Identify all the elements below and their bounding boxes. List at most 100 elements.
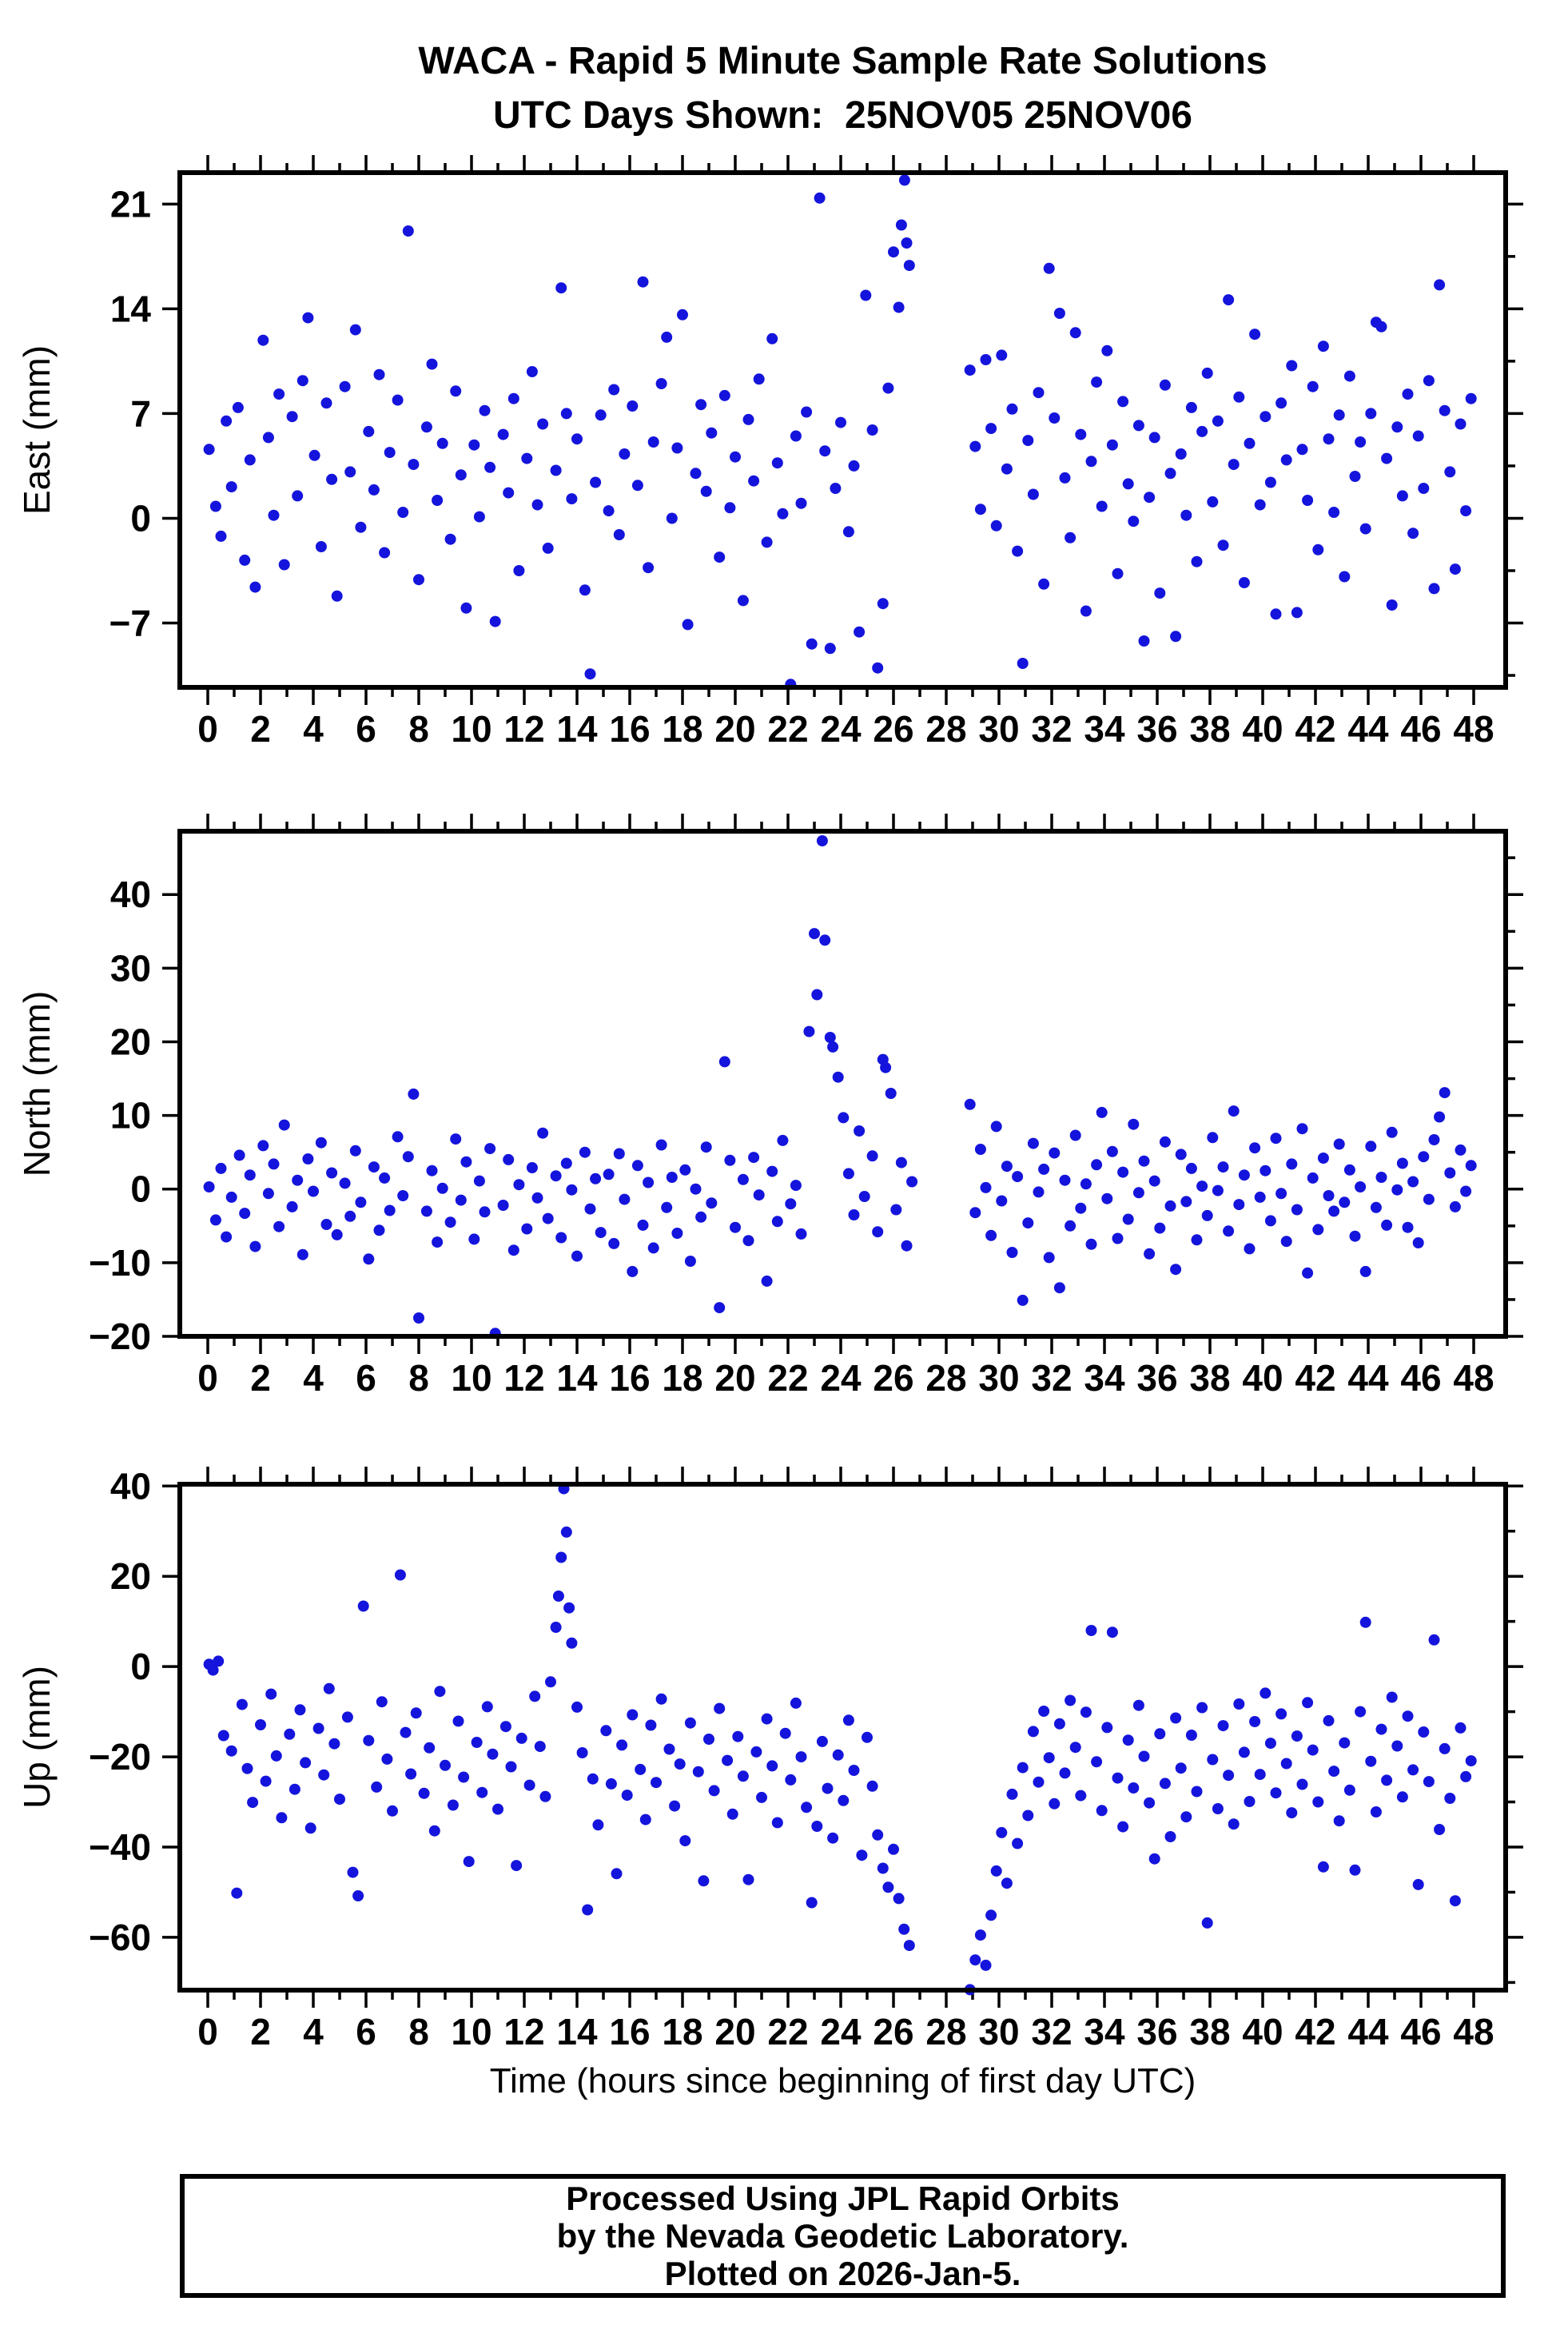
- up-data-point: [822, 1782, 834, 1794]
- north-data-point: [1307, 1172, 1319, 1184]
- east-data-point: [262, 432, 274, 444]
- east-data-point: [1217, 539, 1229, 551]
- east-data-point: [426, 358, 438, 370]
- north-data-point: [244, 1169, 256, 1181]
- north-data-point: [413, 1312, 424, 1324]
- north-data-point: [292, 1174, 304, 1186]
- east-data-point: [903, 260, 915, 272]
- north-data-point: [537, 1127, 549, 1139]
- x-tick-label: 36: [1136, 2011, 1177, 2052]
- east-data-point: [1286, 360, 1298, 372]
- up-data-point: [771, 1817, 783, 1829]
- up-data-point: [394, 1569, 406, 1581]
- north-data-point: [566, 1184, 578, 1196]
- y-tick-label: 40: [110, 874, 151, 915]
- north-data-point: [1132, 1187, 1144, 1199]
- north-data-point: [1465, 1160, 1477, 1172]
- up-data-point: [1244, 1796, 1256, 1807]
- east-data-point: [666, 512, 678, 524]
- east-data-point: [1439, 404, 1451, 416]
- x-tick-label: 10: [451, 2011, 491, 2052]
- north-data-point: [795, 1228, 807, 1240]
- up-data-point: [505, 1761, 517, 1773]
- north-data-point: [777, 1134, 789, 1146]
- east-data-point: [1275, 397, 1287, 409]
- east-data-point: [996, 349, 1008, 361]
- east-data-point: [1059, 472, 1071, 484]
- up-data-point: [357, 1600, 369, 1612]
- east-data-point: [1170, 631, 1182, 643]
- up-data-point: [1180, 1811, 1192, 1823]
- north-data-point: [1291, 1204, 1303, 1216]
- x-tick-label: 32: [1031, 2011, 1072, 2052]
- up-data-point: [1033, 1776, 1045, 1788]
- east-data-point: [1355, 436, 1367, 448]
- north-data-point: [1359, 1265, 1371, 1277]
- east-data-point: [1106, 439, 1118, 451]
- x-tick-label: 4: [303, 2011, 324, 2052]
- east-data-point: [898, 174, 910, 186]
- page-subtitle: UTC Days Shown: 25NOV05 25NOV06: [493, 94, 1192, 137]
- y-tick-label: −10: [89, 1242, 151, 1284]
- up-data-point: [1170, 1712, 1182, 1724]
- up-data-point: [1128, 1782, 1140, 1794]
- east-data-point: [888, 246, 899, 258]
- x-tick-label: 22: [767, 708, 808, 750]
- up-data-point: [487, 1748, 499, 1760]
- north-data-point: [901, 1240, 913, 1252]
- north-data-point: [1043, 1252, 1055, 1264]
- north-data-point: [584, 1203, 596, 1215]
- east-data-point: [1402, 388, 1414, 400]
- north-data-point: [436, 1182, 448, 1194]
- north-data-point: [811, 989, 823, 1001]
- north-data-point: [885, 1088, 897, 1099]
- up-data-point: [400, 1726, 412, 1738]
- north-data-point: [408, 1088, 420, 1100]
- east-data-point: [302, 312, 314, 324]
- east-data-point: [273, 388, 285, 400]
- east-data-point: [296, 375, 308, 387]
- east-data-point: [608, 384, 620, 396]
- up-data-point: [1264, 1738, 1276, 1750]
- east-data-point: [244, 454, 256, 466]
- x-tick-label: 12: [503, 2011, 544, 2052]
- x-tick-label: 46: [1400, 708, 1441, 750]
- north-data-point: [1038, 1163, 1050, 1175]
- east-data-point: [753, 373, 765, 385]
- north-data-point: [671, 1228, 683, 1239]
- east-data-point: [278, 559, 290, 571]
- north-data-point: [718, 1056, 730, 1068]
- up-data-point: [1207, 1754, 1219, 1766]
- north-data-point: [1006, 1247, 1018, 1258]
- up-data-point: [600, 1725, 612, 1737]
- up-data-point: [1201, 1917, 1213, 1929]
- north-data-point: [1280, 1236, 1292, 1248]
- up-data-point: [284, 1728, 296, 1740]
- north-data-point: [468, 1233, 480, 1245]
- up-data-point: [1144, 1797, 1156, 1809]
- east-data-point: [1249, 328, 1261, 340]
- up-data-point: [1307, 1744, 1319, 1756]
- east-data-point: [1196, 425, 1208, 437]
- east-data-point: [1460, 505, 1472, 517]
- north-data-point: [1175, 1149, 1187, 1161]
- east-data-point: [555, 282, 567, 294]
- up-data-point: [990, 1865, 1002, 1877]
- east-data-point: [631, 480, 643, 492]
- east-data-point: [1365, 408, 1377, 420]
- east-data-point: [408, 459, 420, 471]
- north-data-point: [1396, 1157, 1408, 1169]
- east-data-point: [257, 334, 269, 346]
- east-data-point: [1069, 327, 1081, 339]
- east-data-point: [1185, 401, 1197, 413]
- up-frame: [177, 1482, 1508, 1993]
- north-data-point: [1212, 1184, 1224, 1196]
- footer-line-2: by the Nevada Geodetic Laboratory.: [556, 2217, 1129, 2255]
- x-tick-label: 2: [250, 1357, 271, 1399]
- up-data-point: [418, 1787, 430, 1799]
- east-data-point: [748, 475, 760, 487]
- east-data-point: [1159, 379, 1171, 391]
- north-data-point: [373, 1224, 385, 1236]
- north-data-point: [1185, 1162, 1197, 1174]
- up-data-point: [785, 1774, 797, 1786]
